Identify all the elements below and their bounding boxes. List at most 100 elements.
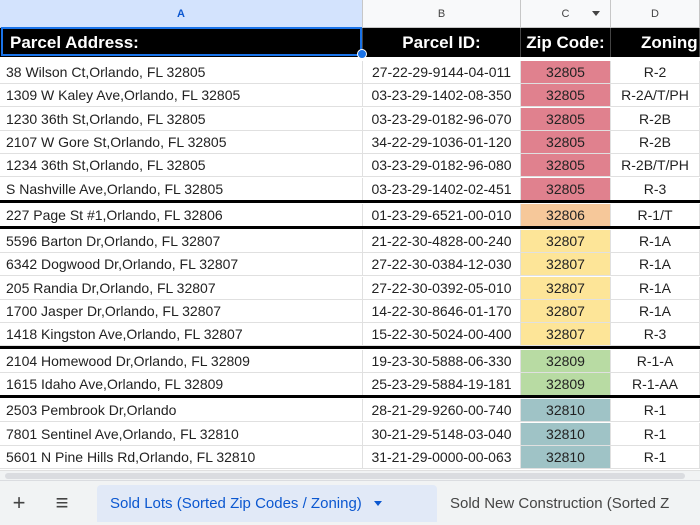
parcel-id-cell[interactable]: 25-23-29-5884-19-181: [363, 372, 521, 396]
header-cell-zip-code[interactable]: Zip Code:: [521, 28, 611, 57]
sheet-tab-sold-new-construction[interactable]: Sold New Construction (Sorted Z: [450, 485, 700, 522]
parcel-id-cell[interactable]: 03-23-29-1402-02-451: [363, 177, 521, 201]
zip-code-cell[interactable]: 32810: [521, 399, 611, 423]
table-row: 205 Randia Dr,Orlando, FL 32807 27-22-30-…: [0, 276, 700, 300]
column-header-d[interactable]: D: [611, 0, 700, 28]
zoning-cell[interactable]: R-3: [611, 323, 700, 347]
filter-dropdown-icon[interactable]: [592, 11, 600, 16]
parcel-id-cell[interactable]: 19-23-30-5888-06-330: [363, 349, 521, 373]
scrollbar-thumb[interactable]: [5, 473, 685, 479]
address-cell[interactable]: 6342 Dogwood Dr,Orlando, FL 32807: [0, 253, 363, 277]
zip-code-cell[interactable]: 32805: [521, 154, 611, 178]
address-cell[interactable]: 5601 N Pine Hills Rd,Orlando, FL 32810: [0, 445, 363, 469]
zoning-cell[interactable]: R-2B/T/PH: [611, 154, 700, 178]
zoning-cell[interactable]: R-1: [611, 399, 700, 423]
address-cell[interactable]: 1234 36th St,Orlando, FL 32805: [0, 154, 363, 178]
address-cell[interactable]: 1309 W Kaley Ave,Orlando, FL 32805: [0, 84, 363, 108]
header-label: Parcel ID:: [402, 32, 481, 52]
zip-code-cell[interactable]: 32810: [521, 445, 611, 469]
address-cell[interactable]: 205 Randia Dr,Orlando, FL 32807: [0, 276, 363, 300]
zoning-cell[interactable]: R-1: [611, 445, 700, 469]
parcel-id-cell[interactable]: 15-22-30-5024-00-400: [363, 323, 521, 347]
table-row: 2503 Pembrook Dr,Orlando 28-21-29-9260-00…: [0, 399, 700, 423]
parcel-id-cell[interactable]: 27-22-30-0392-05-010: [363, 276, 521, 300]
zoning-cell[interactable]: R-1-AA: [611, 372, 700, 396]
parcel-id-cell[interactable]: 01-23-29-6521-00-010: [363, 203, 521, 227]
zip-code-cell[interactable]: 32807: [521, 323, 611, 347]
zip-code-cell[interactable]: 32806: [521, 203, 611, 227]
zip-code-cell[interactable]: 32805: [521, 130, 611, 154]
zoning-cell[interactable]: R-2B: [611, 107, 700, 131]
header-cell-parcel-id[interactable]: Parcel ID:: [363, 28, 521, 57]
zip-code-cell[interactable]: 32805: [521, 84, 611, 108]
header-cell-zoning[interactable]: Zoning: [611, 28, 700, 57]
zip-code-cell[interactable]: 32807: [521, 276, 611, 300]
zoning-cell[interactable]: R-1A: [611, 276, 700, 300]
zip-code-cell[interactable]: 32810: [521, 422, 611, 446]
address-cell[interactable]: 5596 Barton Dr,Orlando, FL 32807: [0, 230, 363, 254]
parcel-id-cell[interactable]: 03-23-29-0182-96-080: [363, 154, 521, 178]
sheet-tab-sold-lots[interactable]: Sold Lots (Sorted Zip Codes / Zoning): [97, 485, 437, 522]
parcel-id-cell[interactable]: 03-23-29-0182-96-070: [363, 107, 521, 131]
parcel-id-cell[interactable]: 27-22-29-9144-04-011: [363, 61, 521, 84]
parcel-id-cell[interactable]: 03-23-29-1402-08-350: [363, 84, 521, 108]
zip-code-cell[interactable]: 32807: [521, 253, 611, 277]
header-label: Parcel Address:: [10, 32, 139, 52]
address-cell[interactable]: 7801 Sentinel Ave,Orlando, FL 32810: [0, 422, 363, 446]
zoning-cell[interactable]: R-2A/T/PH: [611, 84, 700, 108]
zoning-cell[interactable]: R-1: [611, 422, 700, 446]
add-sheet-icon[interactable]: +: [12, 490, 26, 515]
chevron-down-icon[interactable]: [373, 501, 382, 506]
zoning-cell[interactable]: R-1-A: [611, 349, 700, 373]
zip-code-cell[interactable]: 32809: [521, 349, 611, 373]
header-cell-parcel-address[interactable]: Parcel Address:: [0, 28, 363, 57]
address-cell[interactable]: 1418 Kingston Ave,Orlando, FL 32807: [0, 323, 363, 347]
zoning-cell[interactable]: R-1A: [611, 253, 700, 277]
parcel-id-cell[interactable]: 21-22-30-4828-00-240: [363, 230, 521, 254]
column-letter: B: [437, 7, 446, 20]
zoning-cell[interactable]: R-3: [611, 177, 700, 201]
zoning-cell[interactable]: R-2B: [611, 130, 700, 154]
horizontal-scrollbar[interactable]: [0, 470, 700, 481]
parcel-id-cell[interactable]: 30-21-29-5148-03-040: [363, 422, 521, 446]
zoning-cell[interactable]: R-1/T: [611, 203, 700, 227]
address-cell[interactable]: S Nashville Ave,Orlando, FL 32805: [0, 177, 363, 201]
spreadsheet-grid[interactable]: A B C D Parcel Address: Parcel ID: Zip C…: [0, 0, 700, 470]
table-row: 7801 Sentinel Ave,Orlando, FL 32810 30-21…: [0, 422, 700, 446]
zip-code-cell[interactable]: 32809: [521, 372, 611, 396]
address-cell[interactable]: 1615 Idaho Ave,Orlando, FL 32809: [0, 372, 363, 396]
fill-handle[interactable]: [357, 49, 367, 59]
zoning-cell[interactable]: R-1A: [611, 230, 700, 254]
address-cell[interactable]: 2503 Pembrook Dr,Orlando: [0, 399, 363, 423]
zip-code-cell[interactable]: 32805: [521, 107, 611, 131]
address-cell[interactable]: 2107 W Gore St,Orlando, FL 32805: [0, 130, 363, 154]
address-cell[interactable]: 1230 36th St,Orlando, FL 32805: [0, 107, 363, 131]
group-divider: [0, 226, 700, 230]
zoning-cell[interactable]: R-2: [611, 61, 700, 84]
table-row: 1309 W Kaley Ave,Orlando, FL 32805 03-23-…: [0, 84, 700, 108]
column-header-b[interactable]: B: [363, 0, 521, 28]
column-header-a[interactable]: A: [0, 0, 363, 28]
table-row: 1230 36th St,Orlando, FL 32805 03-23-29-0…: [0, 107, 700, 131]
parcel-id-cell[interactable]: 31-21-29-0000-00-063: [363, 445, 521, 469]
address-cell[interactable]: 227 Page St #1,Orlando, FL 32806: [0, 203, 363, 227]
parcel-id-cell[interactable]: 34-22-29-1036-01-120: [363, 130, 521, 154]
sheet-tab-bar: + ≡ Sold Lots (Sorted Zip Codes / Zoning…: [0, 480, 700, 525]
zip-code-cell[interactable]: 32805: [521, 177, 611, 201]
group-divider: [0, 345, 700, 349]
parcel-id-cell[interactable]: 14-22-30-8646-01-170: [363, 300, 521, 323]
address-cell[interactable]: 1700 Jasper Dr,Orlando, FL 32807: [0, 300, 363, 323]
all-sheets-menu-icon[interactable]: ≡: [55, 490, 69, 515]
zoning-cell[interactable]: R-1A: [611, 300, 700, 323]
zip-code-cell[interactable]: 32807: [521, 300, 611, 323]
parcel-id-cell[interactable]: 27-22-30-0384-12-030: [363, 253, 521, 277]
table-row: 5596 Barton Dr,Orlando, FL 32807 21-22-30…: [0, 230, 700, 254]
address-cell[interactable]: 38 Wilson Ct,Orlando, FL 32805: [0, 61, 363, 84]
table-row: 1418 Kingston Ave,Orlando, FL 32807 15-22…: [0, 323, 700, 347]
parcel-id-cell[interactable]: 28-21-29-9260-00-740: [363, 399, 521, 423]
column-header-c[interactable]: C: [521, 0, 611, 28]
zip-code-cell[interactable]: 32805: [521, 61, 611, 84]
zip-code-cell[interactable]: 32807: [521, 230, 611, 254]
table-row: 2107 W Gore St,Orlando, FL 32805 34-22-29…: [0, 130, 700, 154]
address-cell[interactable]: 2104 Homewood Dr,Orlando, FL 32809: [0, 349, 363, 373]
